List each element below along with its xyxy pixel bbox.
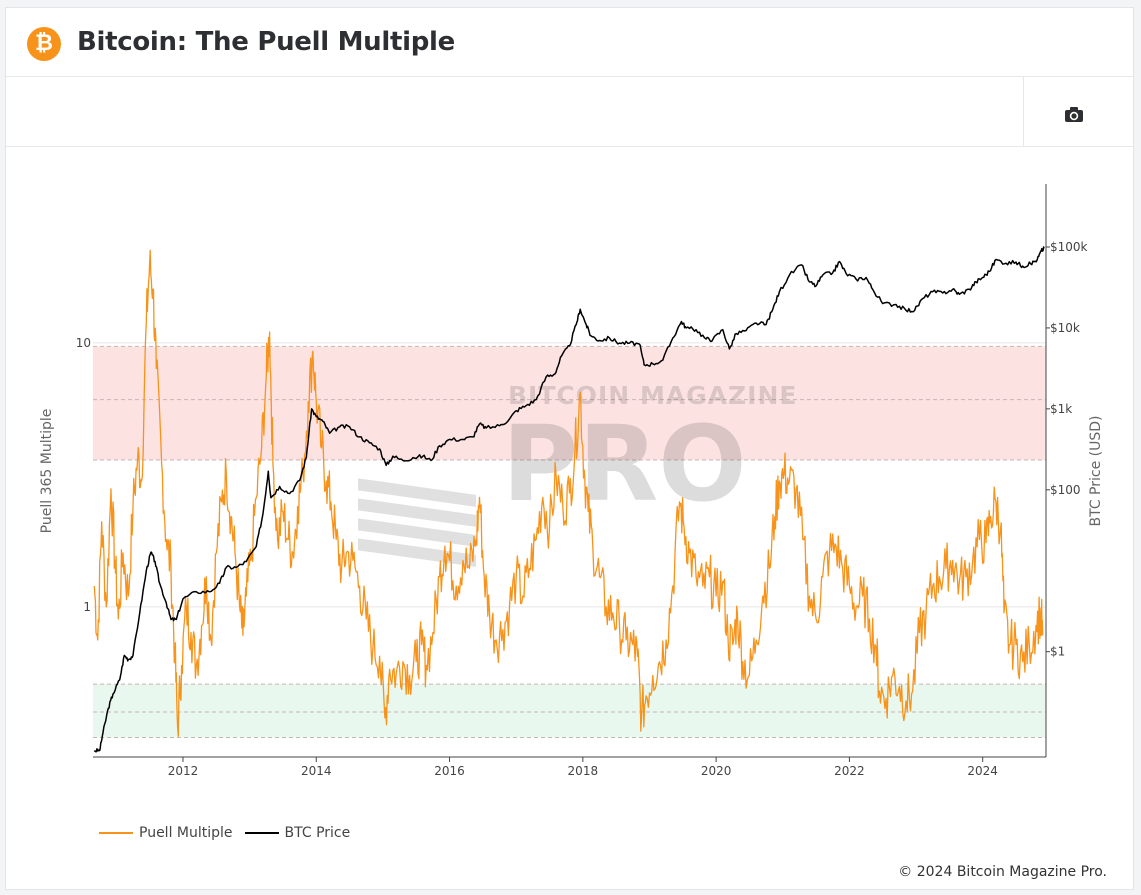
btc-price-line: [93, 246, 1045, 753]
x-tick-label: 2012: [168, 764, 199, 778]
page-title: Bitcoin: The Puell Multiple: [77, 27, 456, 57]
copyright-text: © 2024 Bitcoin Magazine Pro.: [898, 864, 1107, 880]
legend-label-puell: Puell Multiple: [139, 825, 233, 841]
x-tick-label: 2018: [568, 764, 599, 778]
axes-layer: 2012 2014 2016 2018 2020 2022 2024 1 10 $1 $100 $1k…: [76, 184, 1088, 778]
chart-header: ₿ Bitcoin: The Puell Multiple: [6, 8, 1133, 77]
y-right-tick-label: $10k: [1050, 321, 1080, 335]
y-axis-right-title: BTC Price (USD): [1088, 415, 1104, 526]
x-tick-label: 2020: [701, 764, 732, 778]
y-left-tick-label: 1: [83, 600, 91, 614]
y-right-tick-label: $1k: [1050, 402, 1072, 416]
legend-label-price: BTC Price: [284, 825, 351, 841]
grid-layer: [93, 342, 1046, 608]
x-tick-label: 2014: [301, 764, 332, 778]
y-right-tick-label: $100k: [1050, 240, 1088, 254]
chart-legend: Puell Multiple BTC Price: [99, 823, 362, 843]
legend-item-price[interactable]: BTC Price: [244, 825, 351, 841]
toolbar-divider: [1023, 77, 1024, 146]
legend-item-puell[interactable]: Puell Multiple: [99, 825, 233, 841]
bitcoin-logo-icon: ₿: [27, 27, 61, 61]
y-axis-left-title: Puell 365 Multiple: [39, 409, 55, 534]
chart-toolbar: [6, 77, 1133, 147]
legend-swatch-price: [244, 832, 279, 834]
zones-layer: [93, 345, 1046, 739]
y-right-tick-label: $100: [1050, 483, 1081, 497]
y-left-tick-label: 10: [76, 336, 91, 350]
price-series-layer: [93, 246, 1045, 753]
x-tick-label: 2024: [967, 764, 998, 778]
watermark-line2: PRO: [502, 403, 747, 525]
camera-icon[interactable]: [1058, 101, 1090, 129]
legend-swatch-puell: [99, 832, 133, 834]
sell-zone-band: [93, 346, 1046, 461]
puell-multiple-line: [93, 249, 1044, 737]
watermark-line1: BITCOIN MAGAZINE: [508, 381, 797, 410]
y-right-tick-label: $1: [1050, 645, 1065, 659]
x-tick-label: 2022: [834, 764, 865, 778]
x-tick-label: 2016: [434, 764, 465, 778]
puell-series-layer: [93, 249, 1044, 737]
